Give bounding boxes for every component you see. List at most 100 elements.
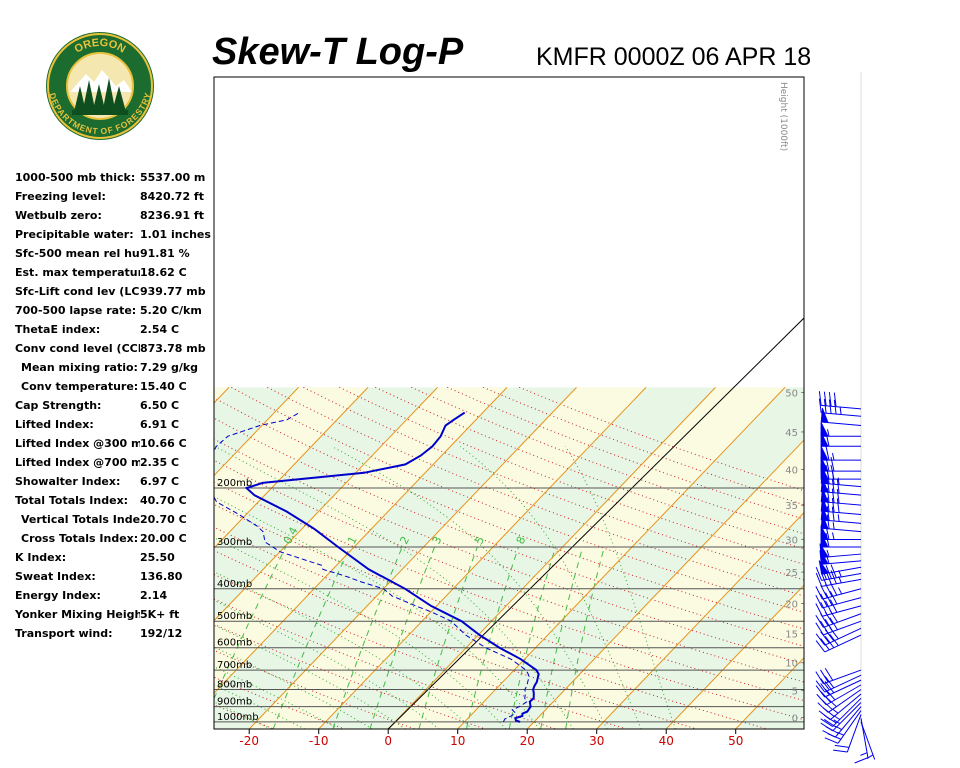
index-row: 1000-500 mb thick: 5537.00 m [15, 168, 215, 187]
wind-barb-feather [831, 478, 835, 493]
wind-barb-half-feather [826, 549, 830, 557]
wind-barb [815, 667, 862, 685]
index-row: Freezing level: 8420.72 ft [15, 187, 215, 206]
wind-barb-half-feather [832, 453, 835, 461]
mixing-ratio-line [418, 546, 478, 729]
temperature-band [0, 387, 21, 729]
wind-barb-shaft [822, 605, 862, 617]
isotherm [318, 386, 647, 729]
isotherm [805, 387, 960, 729]
index-label: Lifted Index @300 mb: [15, 437, 155, 450]
wind-barb-feather [825, 446, 830, 461]
index-value: 136.80 [140, 567, 185, 586]
wind-barb-feather [818, 710, 831, 721]
wind-barb-feather [815, 671, 824, 685]
height-tick-label: 10 [785, 659, 798, 670]
isotherm [0, 387, 90, 729]
index-label: Lifted Index: [15, 418, 94, 431]
moist-adiabat [214, 684, 306, 729]
mixing-ratio-line [540, 546, 584, 729]
x-tick-label: -10 [309, 734, 329, 748]
wind-barb-feather [818, 391, 822, 406]
index-value: 873.78 mb [140, 339, 208, 358]
wind-barb-shaft [824, 679, 862, 698]
temperature-band [0, 387, 90, 729]
index-value: 20.70 C [140, 510, 189, 529]
wind-barb-feather [833, 749, 848, 753]
x-tick-label: 0 [384, 734, 392, 748]
wind-barb-feather [824, 737, 839, 744]
dry-adiabat [214, 397, 804, 630]
index-value: 192/12 [140, 624, 185, 643]
isotherm [387, 386, 716, 729]
height-tick-label: 30 [785, 535, 798, 546]
x-tick-label: 20 [520, 734, 535, 748]
wind-barb-shaft [823, 620, 862, 636]
index-value: 20.00 C [140, 529, 189, 548]
index-row: Sfc-Lift cond lev (LCL): 939.77 mb [15, 282, 215, 301]
moist-adiabat [331, 445, 608, 729]
index-label: 1000-500 mb thick: [15, 171, 136, 184]
svg-text:OREGON: OREGON [73, 37, 128, 56]
x-tick-label: 40 [659, 734, 674, 748]
wind-barb-half-feather [833, 719, 841, 725]
index-value: 939.77 mb [140, 282, 208, 301]
index-row: Yonker Mixing Height: 5K+ ft [15, 605, 215, 624]
isotherm [214, 386, 230, 404]
wind-barb-shaft [832, 702, 862, 732]
index-row: Lifted Index: 6.91 C [15, 415, 215, 434]
index-value: 7.29 g/kg [140, 358, 201, 377]
oregon-forestry-logo: OREGON DEPARTMENT OF FORESTRY [46, 32, 154, 140]
wind-barb-feather [817, 702, 829, 713]
wind-barb [815, 627, 862, 646]
wind-barb [820, 477, 862, 496]
wind-barb-feather [815, 586, 823, 600]
logo-arc-top: OREGON [73, 37, 128, 56]
index-row: Transport wind: 192/12 [15, 624, 215, 643]
index-label: Lifted Index @700 mb: [15, 456, 155, 469]
index-row: Sweat Index: 136.80 [15, 567, 215, 586]
index-label: Transport wind: [15, 627, 113, 640]
wind-barb [820, 445, 861, 461]
index-value: 91.81 % [140, 244, 192, 263]
moist-adiabat [564, 446, 676, 729]
wind-barb-half-feather [826, 556, 830, 564]
index-row: Mean mixing ratio: 7.29 g/kg [15, 358, 215, 377]
station-time-label: KMFR 0000Z 06 APR 18 [536, 43, 812, 71]
isotherm [248, 386, 577, 729]
index-value: 5.20 C/km [140, 301, 204, 320]
wind-barb-feather [820, 678, 830, 691]
mixing-ratio-line [332, 546, 403, 729]
x-tick-label: 30 [589, 734, 604, 748]
wind-barb [818, 391, 862, 410]
wind-barb [820, 422, 861, 437]
height-tick-label: 40 [785, 465, 798, 476]
index-row: Wetbulb zero: 8236.91 ft [15, 206, 215, 225]
wind-barb-feather [825, 600, 833, 614]
wind-barb-feather [823, 719, 837, 728]
index-label: Conv cond level (CCL): [15, 342, 155, 355]
wind-barb [820, 464, 861, 480]
isotherm [214, 386, 369, 549]
wind-barb-feather [854, 757, 869, 764]
index-row: 700-500 lapse rate: 5.20 C/km [15, 301, 215, 320]
index-value: 2.54 C [140, 320, 182, 339]
wind-barb-half-feather [839, 407, 842, 415]
index-row: Precipitable water: 1.01 inches [15, 225, 215, 244]
temperature-band [249, 387, 647, 729]
pressure-label: 800mb [217, 679, 252, 690]
index-label: Sweat Index: [15, 570, 96, 583]
index-row: ThetaE index: 2.54 C [15, 320, 215, 339]
index-row: Vertical Totals Index: 20.70 C [15, 510, 215, 529]
wind-barb-feather [829, 633, 839, 646]
wind-barb-shaft [824, 674, 862, 693]
wind-barb-feather [815, 594, 823, 609]
index-label: Wetbulb zero: [15, 209, 102, 222]
height-tick-label: 15 [785, 630, 798, 641]
wind-barb-feather [820, 601, 828, 616]
pressure-label: 600mb [217, 638, 252, 649]
mixing-ratio-line [565, 546, 605, 729]
temperature-bands [0, 387, 804, 729]
plot-frame [213, 76, 805, 730]
